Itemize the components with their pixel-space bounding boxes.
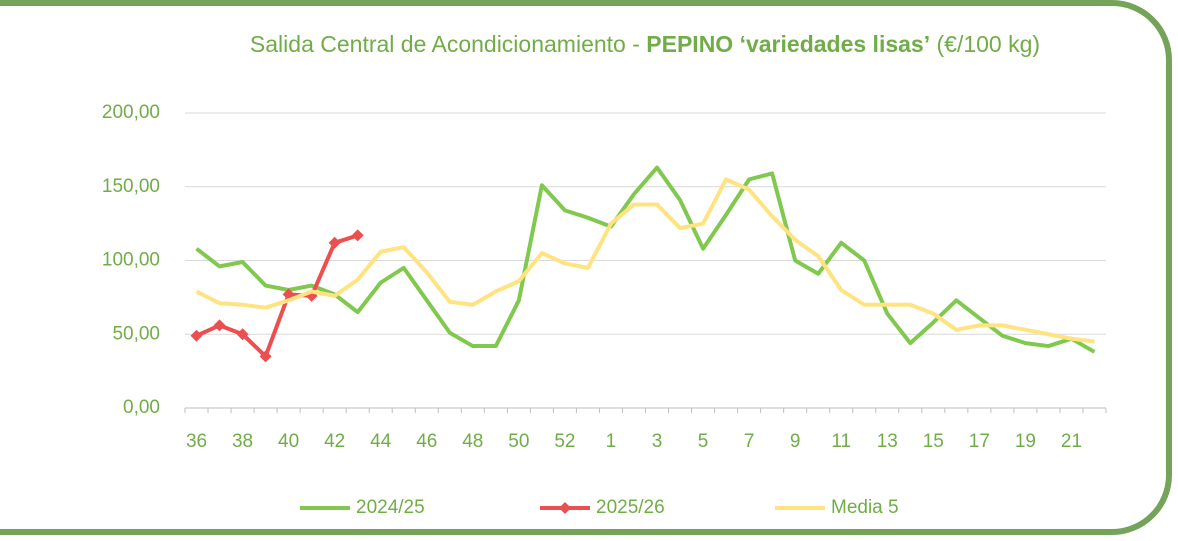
legend-label: 2025/26 bbox=[596, 497, 665, 518]
y-tick-label: 200,00 bbox=[102, 102, 160, 123]
chart-title: Salida Central de Acondicionamiento - PE… bbox=[230, 26, 1060, 62]
series-marker bbox=[213, 319, 226, 332]
series-line bbox=[195, 177, 1095, 344]
x-tick-label: 40 bbox=[278, 431, 299, 452]
x-tick-label: 13 bbox=[877, 431, 898, 452]
x-tick-label: 48 bbox=[462, 431, 483, 452]
series-line bbox=[195, 165, 1096, 354]
title-part: Salida Central de Acondicionamiento - bbox=[249, 31, 647, 57]
x-tick-label: 21 bbox=[1061, 431, 1082, 452]
series-marker bbox=[351, 229, 364, 242]
y-tick-label: 0,00 bbox=[123, 397, 160, 418]
legend-marker bbox=[559, 502, 571, 514]
x-tick-label: 52 bbox=[554, 431, 575, 452]
x-tick-label: 3 bbox=[652, 431, 663, 452]
x-tick-label: 44 bbox=[370, 431, 392, 452]
title-part: (€/100 kg) bbox=[930, 31, 1041, 57]
series-marker bbox=[190, 329, 203, 342]
series-marker bbox=[236, 328, 249, 341]
x-tick-label: 5 bbox=[698, 431, 709, 452]
y-tick-label: 150,00 bbox=[102, 176, 160, 197]
x-tick-label: 19 bbox=[1015, 431, 1036, 452]
x-tick-label: 36 bbox=[186, 431, 207, 452]
x-tick-label: 17 bbox=[969, 431, 990, 452]
x-tick-label: 38 bbox=[232, 431, 253, 452]
x-tick-label: 11 bbox=[831, 431, 851, 452]
series-marker bbox=[328, 236, 341, 249]
x-tick-label: 50 bbox=[508, 431, 529, 452]
x-tick-label: 1 bbox=[606, 431, 617, 452]
legend-label: 2024/25 bbox=[356, 497, 425, 518]
title-part: PEPINO ‘variedades lisas’ bbox=[646, 31, 931, 57]
x-tick-label: 7 bbox=[744, 431, 755, 452]
series-marker bbox=[259, 350, 272, 363]
x-tick-label: 15 bbox=[923, 431, 944, 452]
y-tick-label: 100,00 bbox=[102, 250, 160, 271]
y-tick-label: 50,00 bbox=[112, 323, 160, 344]
x-tick-label: 9 bbox=[790, 431, 801, 452]
legend-label: Media 5 bbox=[831, 497, 899, 518]
x-tick-label: 46 bbox=[416, 431, 437, 452]
x-tick-label: 42 bbox=[324, 431, 345, 452]
